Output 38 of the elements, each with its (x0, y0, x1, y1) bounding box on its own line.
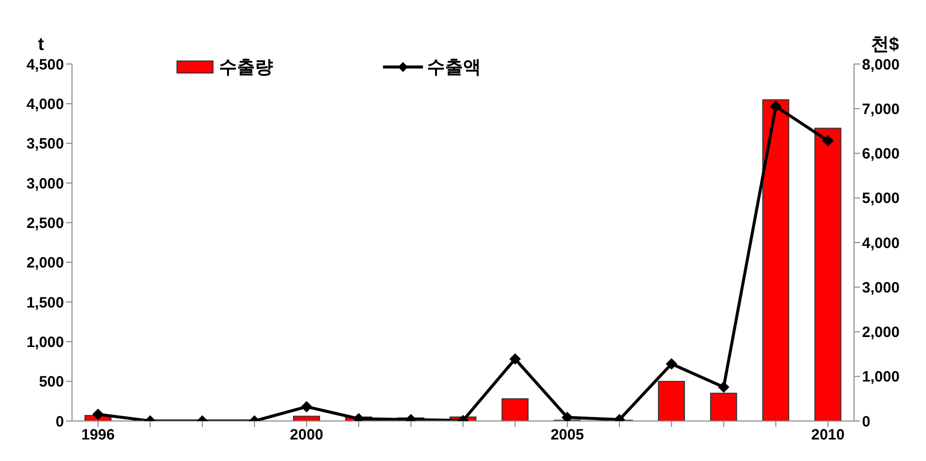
y-tick-label: 1,500 (26, 294, 64, 312)
point (562, 412, 573, 421)
y2-tick-label: 2,000 (862, 324, 900, 342)
y2-tick-label: 4,000 (862, 234, 900, 252)
bar (710, 392, 738, 421)
y2-tick-label: 5,000 (862, 190, 900, 208)
point (510, 353, 521, 364)
y-tick-label: 0 (56, 413, 64, 430)
y-tick-label: 4,500 (26, 56, 64, 74)
y2-tick-label: 3,000 (862, 279, 900, 296)
y-tick-label: 2,000 (26, 254, 64, 272)
y-axis-title: t (38, 34, 44, 54)
y-tick-label: 2,500 (26, 214, 64, 232)
point (822, 135, 834, 146)
y2-tick-label: 0 (862, 413, 870, 430)
legend-label: 수출액 (427, 56, 481, 79)
bar (762, 99, 790, 421)
bar (293, 416, 320, 421)
y2-tick-label: 1,000 (862, 368, 900, 386)
y-tick-label: 3,500 (26, 136, 64, 153)
y2-tick-label: 7,000 (862, 100, 900, 118)
x-tick-label: 1996 (81, 426, 115, 444)
bar (502, 398, 529, 421)
y-tick-label: 1,000 (26, 334, 64, 351)
x-tick-label: 2010 (811, 426, 845, 444)
point (666, 358, 678, 370)
y2-tick-label: 8,000 (862, 56, 900, 74)
bar (658, 380, 685, 421)
y2-axis-title: 천$ (870, 34, 900, 54)
point (770, 100, 782, 112)
x-tick-label: 2005 (550, 426, 584, 444)
y-tick-label: 500 (38, 374, 64, 391)
y-tick-label: 4,000 (26, 96, 64, 113)
y2-tick-label: 6,000 (862, 146, 900, 163)
legend-label: 수출량 (219, 56, 273, 79)
y-tick-label: 3,000 (26, 175, 64, 192)
bar (814, 128, 842, 421)
x-tick-label: 2000 (290, 426, 324, 444)
